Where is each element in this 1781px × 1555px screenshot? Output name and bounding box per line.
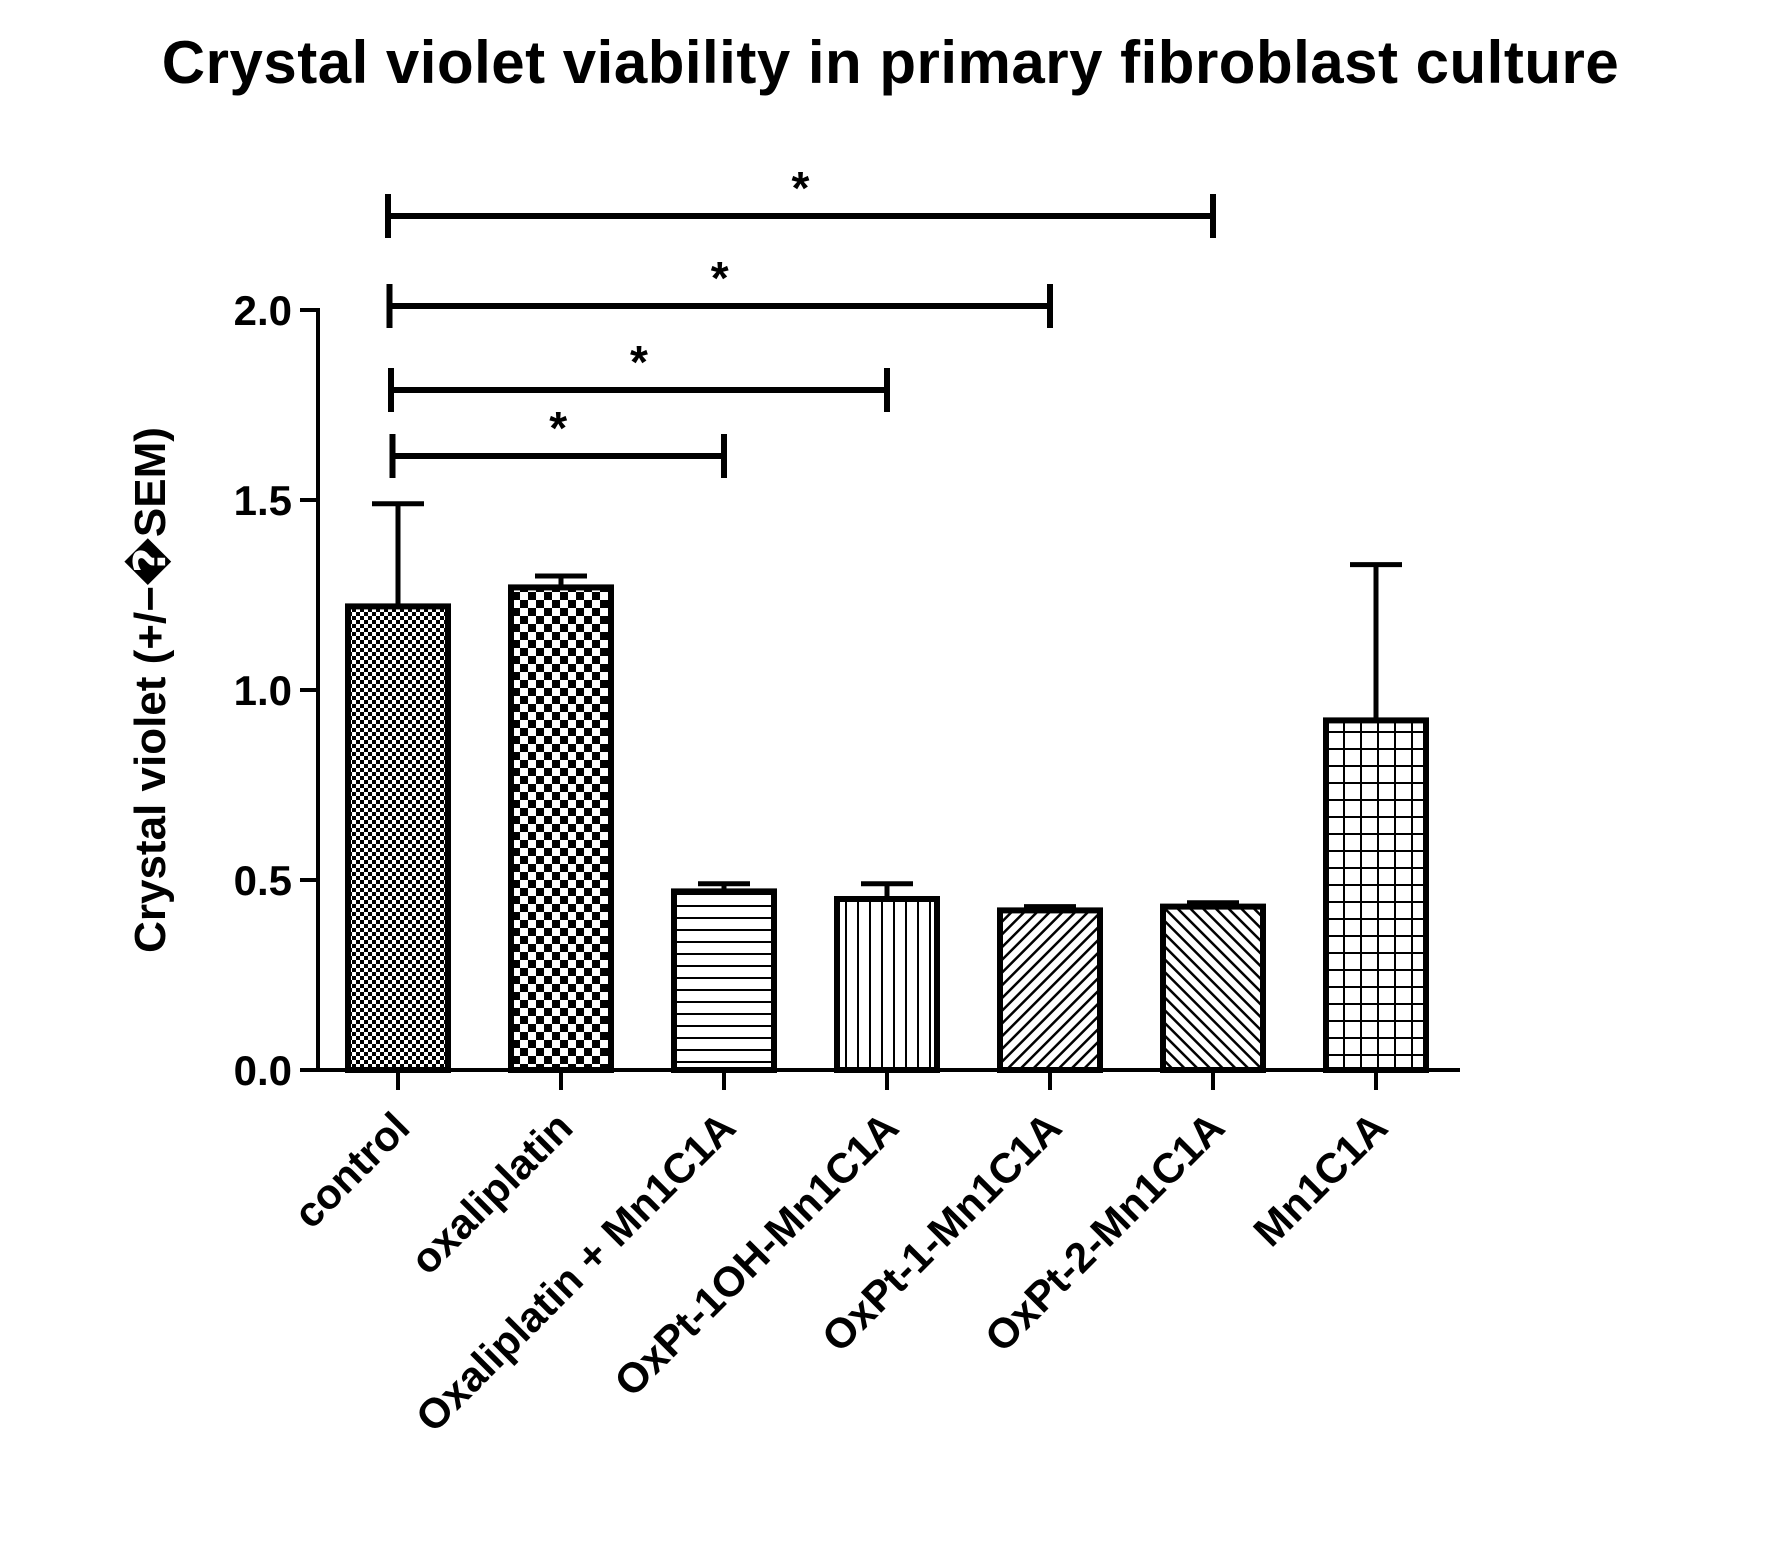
significance-star: * bbox=[630, 336, 648, 388]
y-axis-label: Crystal violet (+/−�SEM) bbox=[124, 427, 175, 953]
significance-star: * bbox=[549, 402, 567, 454]
bar-4 bbox=[834, 896, 940, 1073]
bar-5 bbox=[997, 907, 1103, 1074]
x-category-label: oxaliplatin bbox=[401, 1103, 581, 1283]
x-category-label: OxPt-1OH-Mn1C1A bbox=[605, 1103, 907, 1405]
y-tick-label: 1.5 bbox=[234, 477, 292, 524]
y-tick-label: 0.0 bbox=[234, 1047, 292, 1094]
significance-star: * bbox=[792, 162, 810, 214]
chart-title: Crystal violet viability in primary fibr… bbox=[161, 29, 1620, 96]
bar-7 bbox=[1323, 717, 1429, 1074]
y-tick-label: 0.5 bbox=[234, 857, 292, 904]
x-category-label: control bbox=[284, 1103, 418, 1237]
bar-6 bbox=[1160, 903, 1266, 1073]
x-category-label: Mn1C1A bbox=[1244, 1103, 1396, 1255]
y-tick-label: 2.0 bbox=[234, 287, 292, 334]
x-category-label: Oxaliplatin + Mn1C1A bbox=[407, 1103, 745, 1441]
bar-2 bbox=[508, 584, 614, 1074]
significance-star: * bbox=[711, 252, 729, 304]
bar-1 bbox=[345, 603, 451, 1074]
y-tick-label: 1.0 bbox=[234, 667, 292, 714]
bar-3 bbox=[671, 888, 777, 1074]
